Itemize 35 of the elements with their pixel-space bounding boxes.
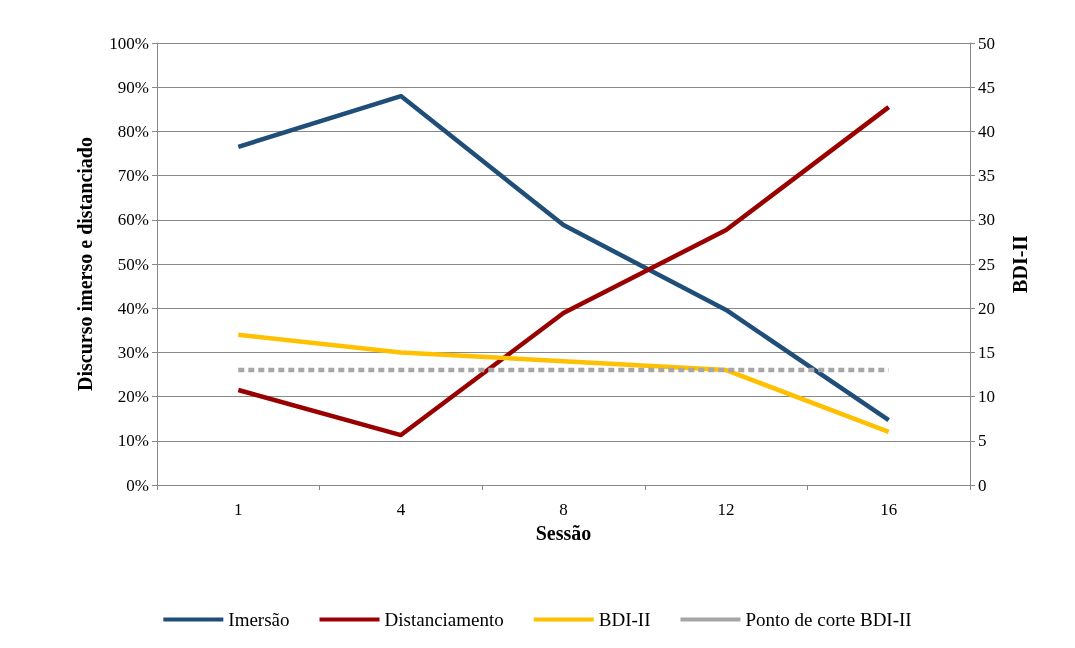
y2-tick-label: 35 <box>978 166 995 186</box>
y-tick-label: 50% <box>117 254 149 274</box>
y2-tick-label: 50 <box>978 33 995 53</box>
y2-tick-label: 25 <box>978 254 995 274</box>
x-tick-label: 16 <box>880 500 898 519</box>
legend-label: BDI-II <box>598 609 651 630</box>
y2-tick-label: 15 <box>978 342 995 362</box>
y-axis-title: Discurso imerso e distanciado <box>74 137 96 391</box>
legend-label: Distanciamento <box>384 609 504 630</box>
y-tick-label: 80% <box>117 121 149 141</box>
y2-tick-label: 10 <box>978 387 995 407</box>
y-tick-label: 10% <box>117 431 149 451</box>
y2-tick-label: 30 <box>978 210 995 230</box>
y2-tick-label: 20 <box>978 298 995 318</box>
y2-tick-label: 5 <box>978 431 987 451</box>
x-tick-label: 12 <box>717 500 735 519</box>
y-tick-label: 90% <box>117 77 149 97</box>
y2-tick-label: 40 <box>978 121 995 141</box>
y-tick-label: 60% <box>117 210 149 230</box>
y2-tick-label: 45 <box>978 77 995 97</box>
x-tick-label: 1 <box>234 500 243 519</box>
y-tick-label: 20% <box>117 387 149 407</box>
y-tick-label: 30% <box>117 342 149 362</box>
legend-label: Imersão <box>228 609 290 630</box>
y-tick-label: 100% <box>109 33 149 53</box>
x-tick-label: 8 <box>559 500 568 519</box>
x-axis-title: Sessão <box>535 522 592 544</box>
y-tick-label: 0% <box>126 475 149 495</box>
line-series <box>236 332 891 435</box>
y2-axis-title: BDI-II <box>1009 234 1031 293</box>
y2-tick-label: 0 <box>978 475 987 495</box>
x-tick-label: 4 <box>396 500 406 519</box>
y-tick-label: 40% <box>117 298 149 318</box>
legend-label: Ponto de corte BDI-II <box>745 609 912 630</box>
y-tick-label: 70% <box>117 166 149 186</box>
